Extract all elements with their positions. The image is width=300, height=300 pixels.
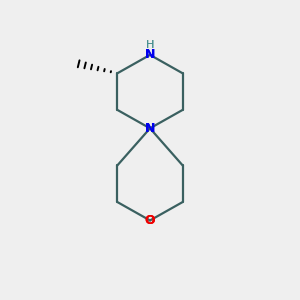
Text: N: N: [145, 48, 155, 62]
Text: H: H: [146, 40, 154, 50]
Circle shape: [142, 46, 158, 63]
Text: O: O: [145, 214, 155, 227]
Circle shape: [142, 212, 158, 229]
Text: O: O: [145, 214, 155, 227]
Text: N: N: [145, 122, 155, 135]
Circle shape: [142, 120, 158, 136]
Text: N: N: [145, 48, 155, 62]
Text: H: H: [146, 40, 154, 50]
Text: N: N: [145, 122, 155, 135]
